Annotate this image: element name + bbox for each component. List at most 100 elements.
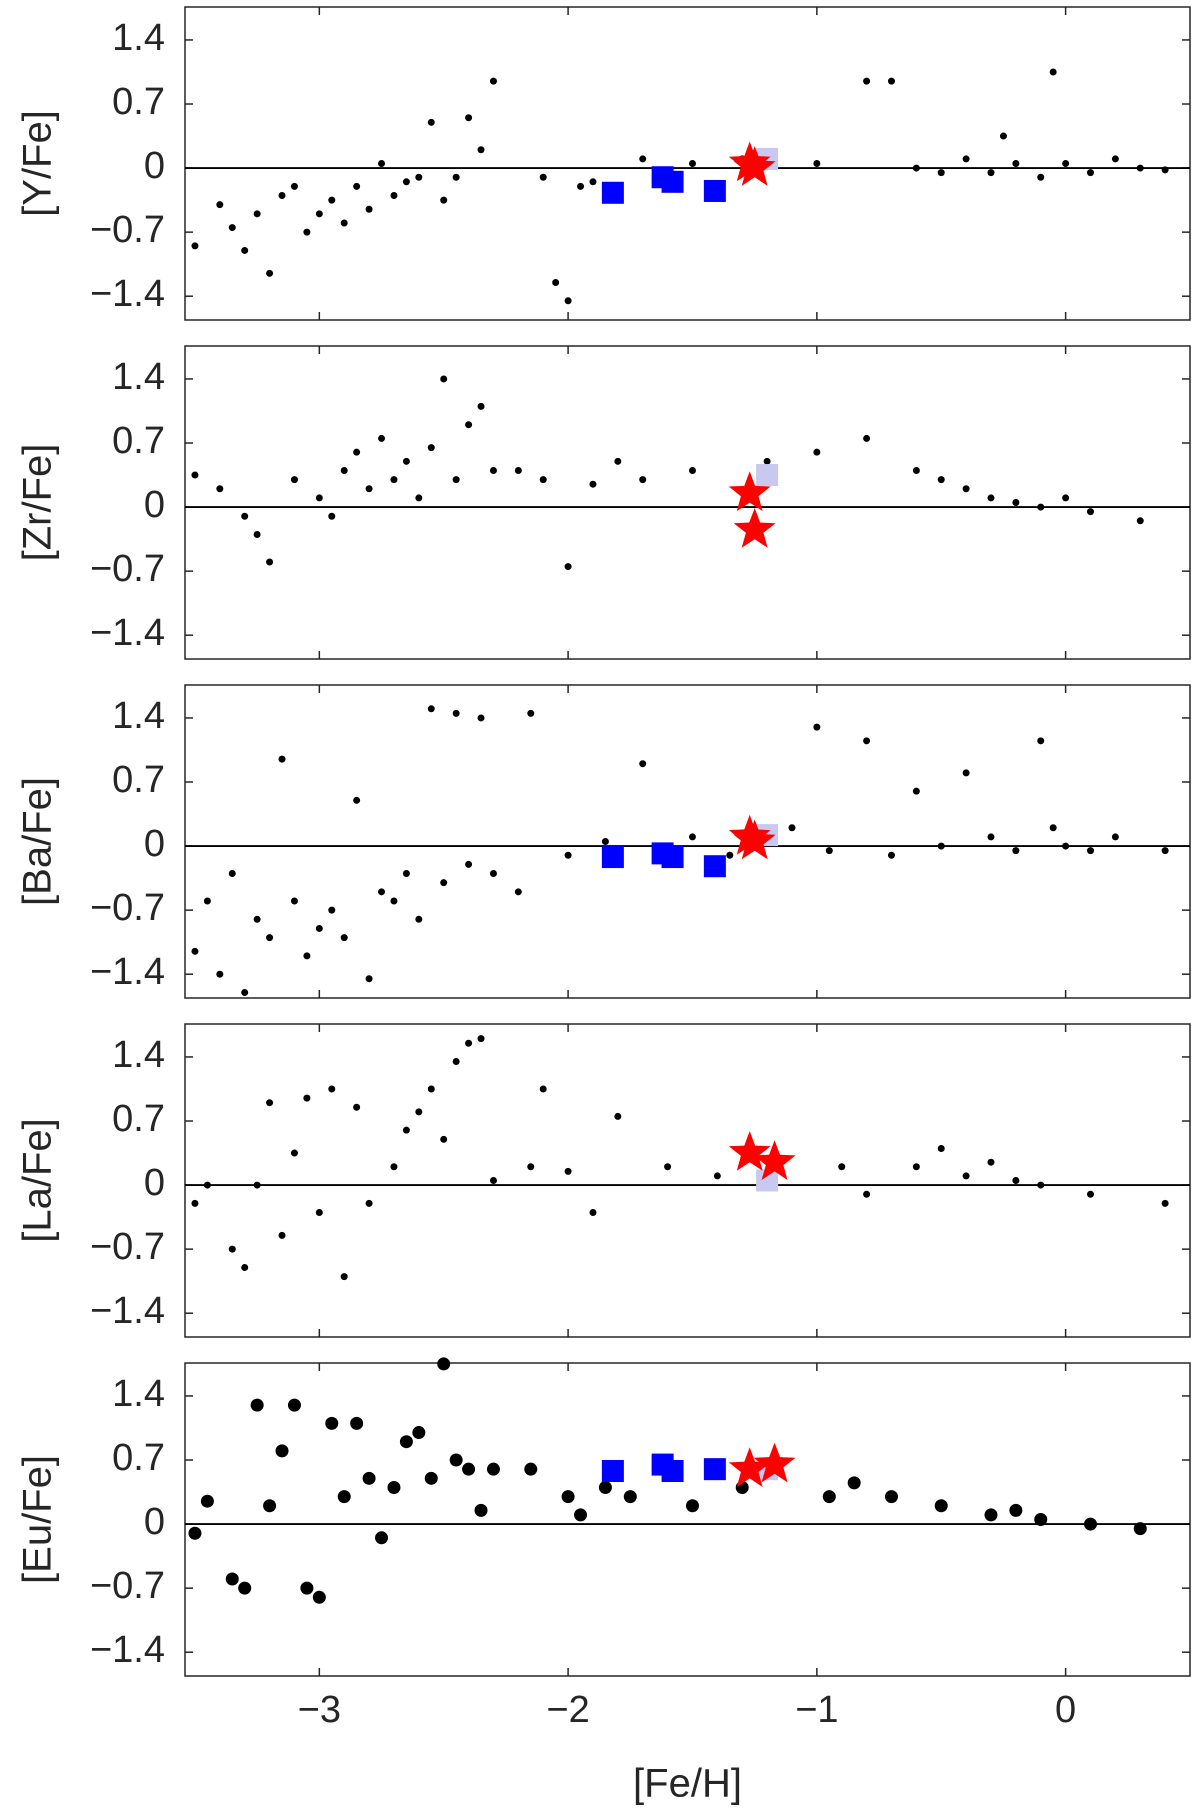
point [415,915,423,923]
point [1062,842,1070,850]
point [1012,499,1020,506]
point [427,705,435,713]
point [266,934,274,942]
point [639,760,647,768]
point [589,178,597,186]
point [415,173,423,181]
point [188,1526,202,1540]
point [465,421,473,429]
point [561,1490,575,1504]
point [577,182,585,190]
point [365,1199,373,1207]
point [328,512,336,520]
point [1037,1181,1045,1189]
x-tick-label: 0 [1055,1689,1076,1731]
point [1062,160,1070,167]
point [863,77,871,85]
point [1136,164,1144,172]
point [726,851,734,859]
point [489,870,497,878]
point [278,1231,286,1239]
point [452,709,460,717]
square-marker [601,181,624,204]
star-marker [753,1140,796,1180]
point [486,1462,500,1476]
point [449,1453,463,1467]
point [987,1158,995,1166]
square-marker [703,855,726,878]
y-tick-label: 1.4 [112,356,165,398]
point [539,1085,547,1093]
point [253,531,261,539]
point [315,924,323,932]
point [399,1435,413,1449]
point [238,1581,252,1595]
y-tick-label: 1.4 [112,695,165,737]
point [564,1167,572,1175]
point [639,155,647,163]
y-tick-label: −1.4 [90,951,165,993]
point [822,1490,836,1504]
point [688,160,696,167]
point [378,888,386,896]
point [402,178,410,186]
point [390,192,398,200]
point [191,242,199,250]
point [934,1499,948,1513]
point [912,466,920,474]
point [365,975,373,983]
x-tick-label: −2 [546,1689,589,1731]
point [387,1480,401,1494]
x-tick-label: −1 [795,1689,838,1731]
point [353,448,361,456]
point [598,1480,612,1494]
star-marker [728,1447,771,1487]
point [838,1163,846,1171]
point [1161,847,1169,855]
y-tick-label: −0.7 [90,548,165,590]
point [887,851,895,859]
point [623,1490,637,1504]
point [340,466,348,474]
point [290,897,298,905]
point [365,485,373,493]
point [962,769,970,777]
point [300,1581,314,1595]
point [937,1144,945,1152]
point [216,485,224,493]
point [685,1499,699,1513]
point [477,146,485,154]
square-marker [601,1459,624,1482]
point [1136,517,1144,525]
point [937,476,945,484]
square-marker [703,1458,726,1481]
point [325,1416,339,1430]
y-tick-label: 1.4 [112,17,165,59]
plot-frame [184,1362,1191,1677]
plot-frame [184,1023,1191,1338]
point [437,1357,451,1371]
point [984,1508,998,1522]
point [847,1476,861,1490]
point [1083,1517,1097,1531]
star-marker [733,508,776,548]
point [863,434,871,442]
y-tick-label: 0.7 [112,759,165,801]
y-tick-label: 1.4 [112,1034,165,1076]
point [1012,1177,1020,1184]
point [1009,1503,1023,1517]
point [228,1245,236,1253]
point [353,182,361,190]
point [415,1108,423,1116]
point [664,1163,672,1171]
point [524,1462,538,1476]
point [825,847,833,855]
square-marker [756,464,779,487]
point [477,714,485,722]
point [912,1163,920,1171]
point [315,494,323,502]
point [1111,155,1119,163]
point [539,173,547,181]
y-tick-label: 0.7 [112,420,165,462]
